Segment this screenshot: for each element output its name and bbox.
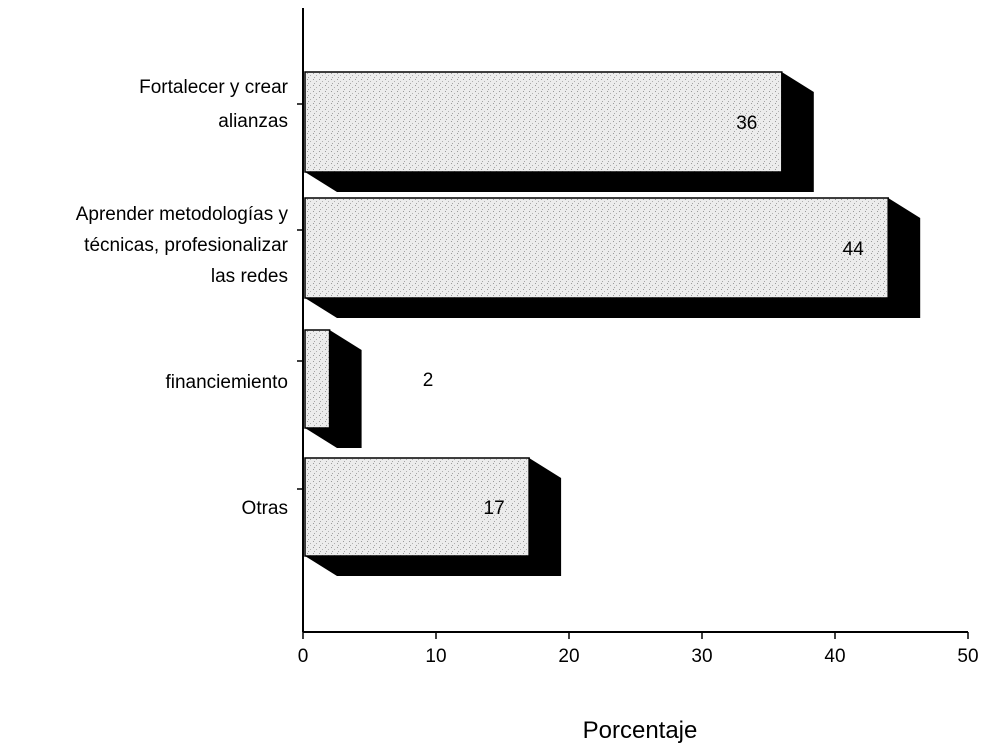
x-tick-label: 10	[425, 646, 446, 667]
bar-face	[304, 457, 530, 557]
bar-3	[304, 457, 562, 576]
x-tick-label: 40	[824, 646, 845, 667]
labels-layer: 36 Fortalecer y crear alianzas 44 Aprender m…	[76, 77, 979, 667]
bar-shadow	[305, 72, 814, 192]
bar-face	[304, 197, 889, 299]
x-tick-label: 0	[298, 646, 309, 667]
data-label: 2	[423, 370, 434, 391]
data-label: 36	[736, 113, 757, 134]
bar-0	[304, 71, 814, 192]
bars-layer	[304, 71, 921, 576]
bar-shadow	[305, 458, 562, 576]
bar-1	[304, 197, 921, 318]
x-axis-title: Porcentaje	[583, 717, 698, 744]
x-tick-label: 20	[558, 646, 579, 667]
bar-shadow	[305, 330, 362, 448]
bar-face	[304, 71, 783, 173]
bar-shadow	[305, 198, 921, 318]
data-label: 44	[843, 239, 865, 260]
data-label: 17	[484, 498, 505, 519]
bar-2	[304, 329, 362, 448]
bar-face	[304, 329, 331, 429]
category-label: Otras	[242, 498, 288, 519]
x-tick-label: 30	[691, 646, 712, 667]
x-tick-label: 50	[957, 646, 978, 667]
category-label: financiemiento	[165, 372, 288, 393]
axes-layer	[297, 8, 969, 639]
category-label: Fortalecer y crear alianzas	[139, 77, 289, 132]
category-label: Aprender metodologías y técnicas, profesi…	[76, 204, 289, 287]
